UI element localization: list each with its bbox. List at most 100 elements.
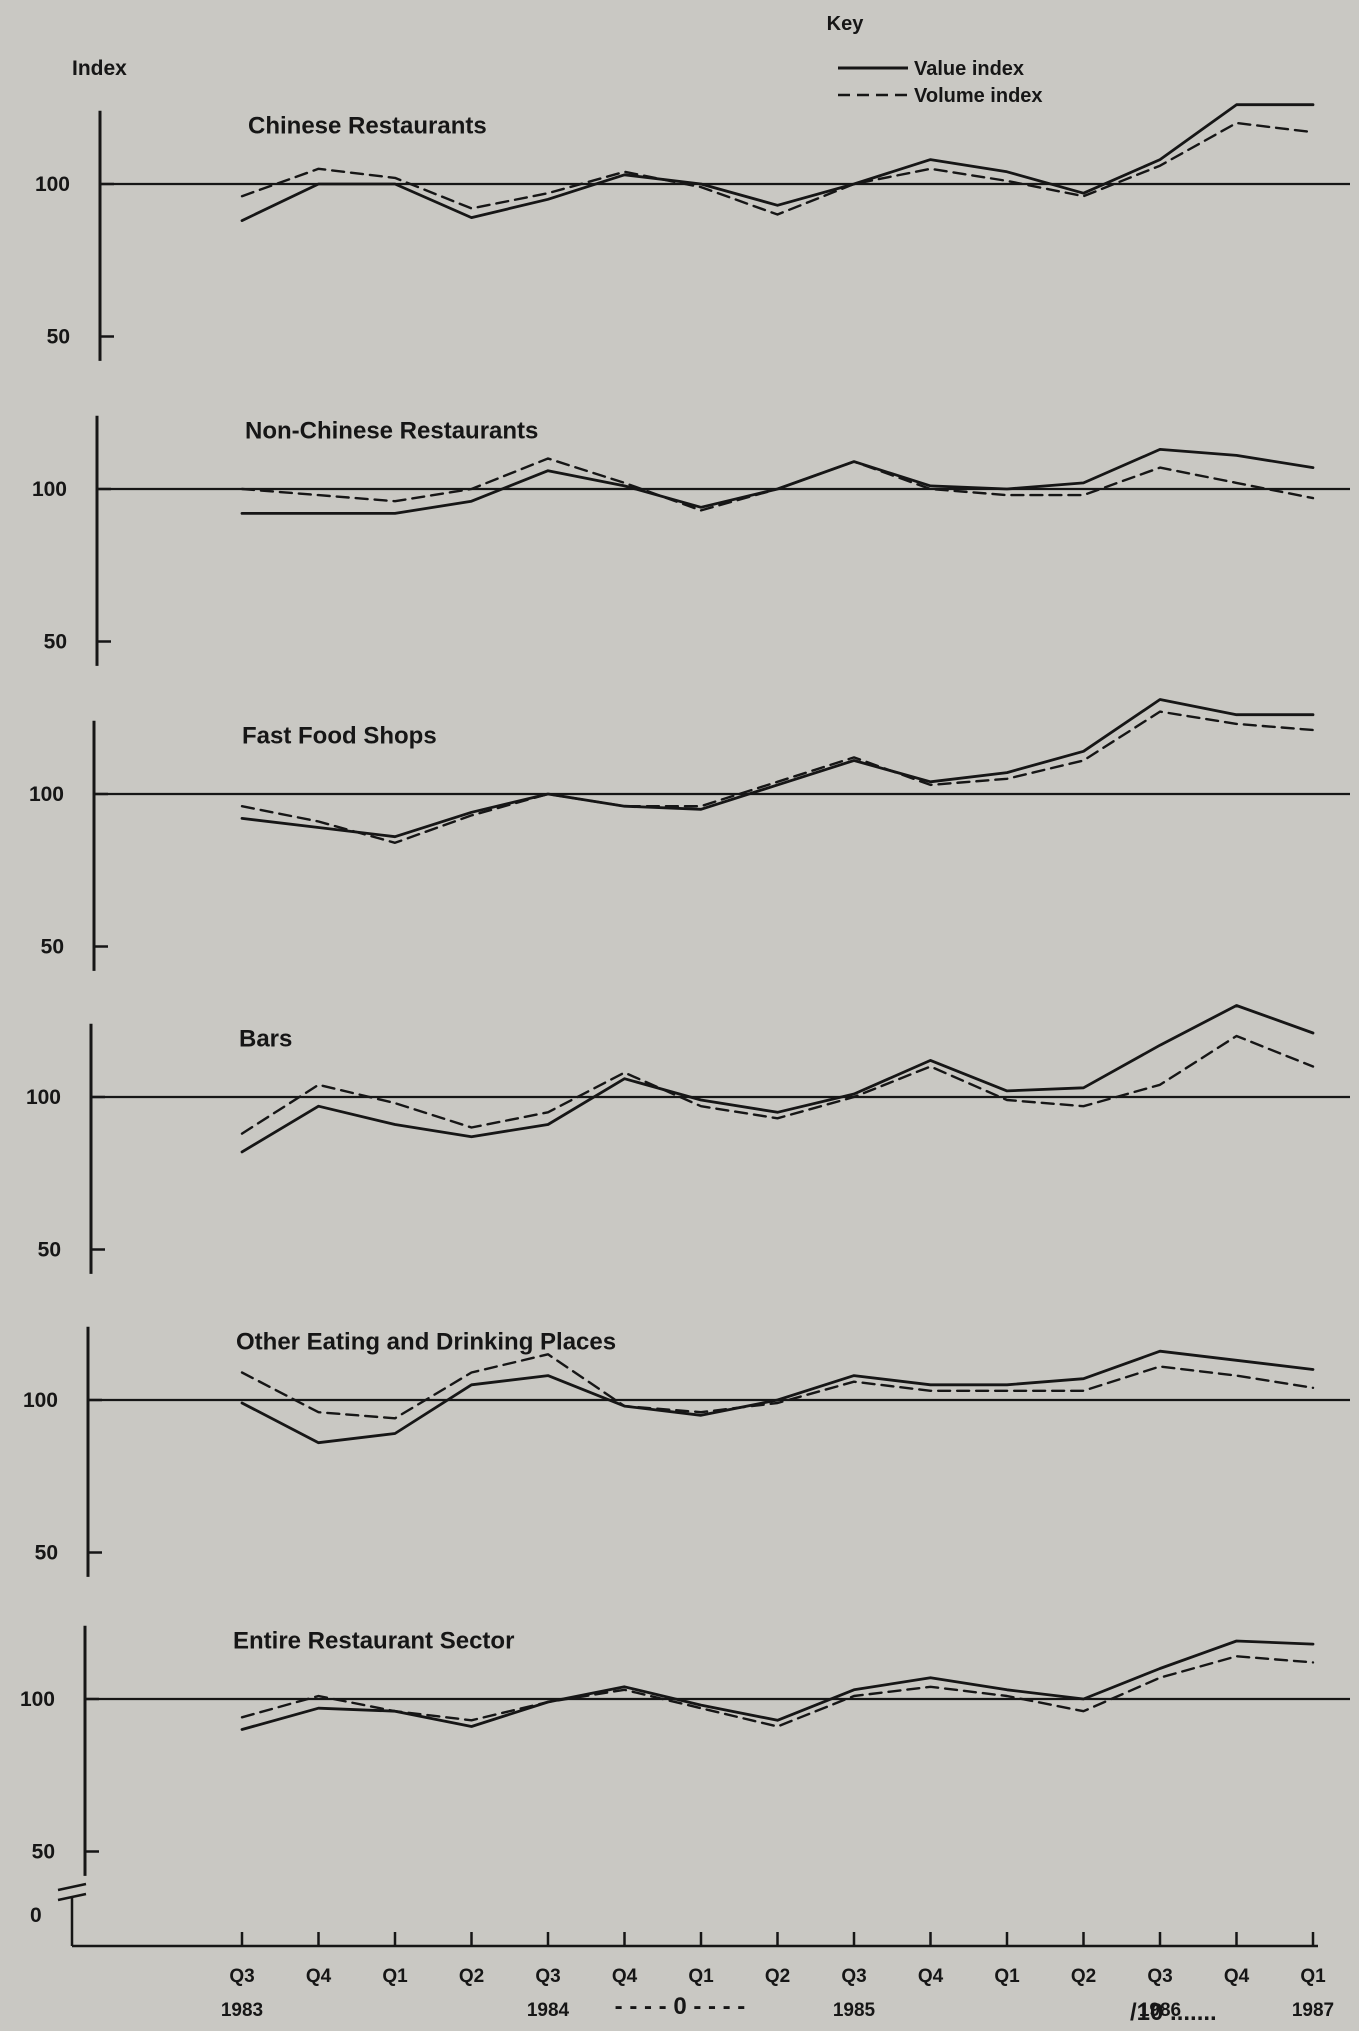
volume-index-point [317,167,321,171]
volume-index-point [317,1083,321,1087]
y-tick-label: 100 [23,1389,58,1412]
value-index-point [929,1676,933,1680]
value-index-point [776,1110,780,1114]
volume-index-point [776,780,780,784]
value-index-point [393,1432,397,1436]
value-index-point [1158,1667,1162,1671]
volume-index-point [1082,1709,1086,1713]
panel-2: 50 100 Non-Chinese Restaurants [32,415,1350,666]
x-tick-label: Q3 [841,1966,866,1987]
volume-index-point [1005,1389,1009,1393]
value-index-point [1235,1639,1239,1643]
volume-index-point [546,191,550,195]
volume-index-point [852,1095,856,1099]
volume-index-point [776,213,780,217]
volume-index-point [623,170,627,174]
value-index-point [1311,466,1315,470]
volume-index-point [776,487,780,491]
volume-index-point [470,206,474,210]
footer-dash-label: - - - - 0 - - - - [615,1993,746,2020]
value-index-point [776,1718,780,1722]
x-tick-label: Q3 [1147,1966,1172,1987]
volume-index-point [852,1694,856,1698]
volume-index-line [240,1034,1315,1135]
value-index-point [1005,1089,1009,1093]
volume-index-point [852,1380,856,1384]
volume-index-point [393,1101,397,1105]
x-tick-label: Q1 [382,1966,408,1987]
value-index-point [623,1077,627,1081]
volume-index-point [776,1725,780,1729]
value-index-point [317,182,321,186]
volume-index-point [1005,1694,1009,1698]
x-year-label: 1984 [527,2000,570,2021]
volume-index-point [1082,194,1086,198]
volume-index-point [393,841,397,845]
x-year-label: 1985 [833,2000,876,2021]
x-tick-label: Q2 [459,1966,484,1987]
value-index-point [1005,487,1009,491]
volume-index-point [470,1126,474,1130]
volume-index-point [470,487,474,491]
page-mark: /10 ....... [1130,1999,1217,2026]
volume-index-point [623,1688,627,1692]
volume-index-point [1005,777,1009,781]
volume-index-point [1311,130,1315,134]
y-tick-label: 100 [26,1086,61,1109]
value-index-point [1235,453,1239,457]
volume-index-point [929,1685,933,1689]
volume-index-point [240,1715,244,1719]
panel-title: Fast Food Shops [242,723,437,750]
value-index-line [240,1639,1315,1731]
volume-index-point [1082,759,1086,763]
value-index-point [776,203,780,207]
value-index-point [546,1123,550,1127]
volume-index-point [623,1404,627,1408]
volume-index-point [470,1718,474,1722]
value-index-point [1158,1043,1162,1047]
value-index-point [393,511,397,515]
y-tick-label: 50 [41,936,64,959]
volume-index-point [546,1700,550,1704]
panel-4: 50 100 Bars [26,1004,1350,1274]
value-index-point [1311,1031,1315,1035]
value-index-point [852,1688,856,1692]
value-index-point [1158,1349,1162,1353]
value-index-point [546,1374,550,1378]
x-tick-label: Q1 [688,1966,714,1987]
x-year-label: 1986 [1139,2000,1181,2021]
value-index-point [240,1150,244,1154]
value-index-point [317,511,321,515]
volume-index-point [1235,1654,1239,1658]
x-year-label: 1983 [221,2000,263,2021]
volume-index-point [240,487,244,491]
value-index-point [393,1123,397,1127]
x-tick-label: Q3 [535,1966,560,1987]
volume-index-point [699,508,703,512]
volume-index-point [546,1352,550,1356]
value-index-point [1005,771,1009,775]
volume-index-point [852,182,856,186]
volume-index-point [393,1416,397,1420]
volume-index-point [317,1410,321,1414]
value-index-point [929,1058,933,1062]
value-index-point [1158,158,1162,162]
x-year-label: 1987 [1292,2000,1334,2021]
volume-index-point [929,783,933,787]
value-index-point [1005,1688,1009,1692]
volume-index-point [546,457,550,461]
panel-1: 50 100 Chinese Restaurants [35,103,1350,361]
volume-index-point [1311,728,1315,732]
y-tick-label: 50 [47,326,70,349]
value-index-point [470,499,474,503]
value-index-point [1082,1697,1086,1701]
volume-index-point [240,194,244,198]
x-ticks-group: Q3 Q4 Q1 Q2 Q3 Q4 Q1 Q2 Q3 Q4 Q1 Q2 Q3 Q4 Q1 1983 1984 19… [221,1932,1334,2021]
volume-index-point [1005,493,1009,497]
volume-index-point [1158,466,1162,470]
value-index-point [317,1706,321,1710]
volume-index-line [240,121,1315,216]
volume-index-point [470,1371,474,1375]
volume-index-point [393,499,397,503]
